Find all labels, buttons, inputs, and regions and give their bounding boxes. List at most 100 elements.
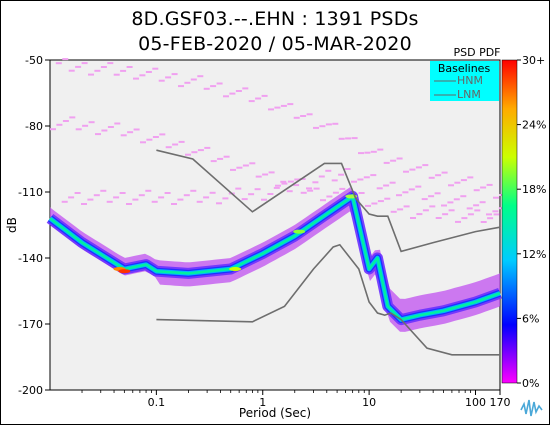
outlier-mark [273, 186, 280, 189]
outlier-mark [248, 100, 255, 103]
outlier-mark [223, 95, 229, 98]
outlier-mark [50, 128, 56, 131]
outlier-mark [275, 184, 281, 187]
outlier-mark [133, 128, 140, 131]
outlier-mark [93, 194, 100, 197]
outlier-mark [300, 115, 307, 117]
plot-background [49, 59, 501, 391]
outlier-mark [178, 140, 185, 143]
outlier-mark [383, 184, 390, 187]
outlier-mark [152, 67, 159, 70]
chart-subtitle: 05-FEB-2020 / 05-MAR-2020 [138, 33, 412, 55]
outlier-mark [235, 90, 242, 92]
outlier-mark [164, 192, 171, 194]
outlier-mark [69, 116, 76, 119]
outlier-mark [127, 131, 134, 134]
outlier-mark [319, 125, 326, 128]
colorbar-title: PSD PDF [453, 46, 500, 59]
outlier-mark [480, 186, 487, 189]
outlier-mark [68, 69, 75, 72]
outlier-mark [197, 149, 204, 152]
outlier-mark [216, 202, 222, 205]
outlier-mark [467, 213, 474, 216]
outlier-mark [293, 116, 300, 119]
density-peak [229, 267, 242, 271]
outlier-mark [217, 157, 224, 160]
y-tick-label: -80 [25, 120, 43, 133]
outlier-mark [370, 174, 377, 177]
colorbar-tick-label: 24% [522, 119, 546, 132]
outlier-mark [139, 74, 146, 77]
outlier-mark [62, 120, 69, 122]
outlier-mark [210, 160, 217, 163]
outlier-mark [75, 128, 82, 131]
outlier-mark [376, 187, 383, 190]
x-tick-label: 1 [259, 396, 266, 409]
outlier-mark [107, 62, 114, 65]
outlier-mark [351, 180, 357, 183]
outlier-mark [396, 157, 403, 160]
outlier-mark [268, 108, 274, 111]
outlier-mark [216, 82, 223, 85]
outlier-mark [203, 196, 210, 199]
noise-model-lines [156, 149, 501, 356]
series-lnm-line [156, 243, 500, 356]
outlier-mark [74, 192, 81, 194]
outlier-mark [242, 164, 249, 167]
outlier-mark [447, 201, 454, 204]
outlier-mark [82, 124, 89, 127]
outlier-mark [487, 217, 494, 220]
outlier-mark [415, 185, 422, 188]
outlier-mark [172, 143, 179, 146]
x-tick-label: 100 [465, 396, 486, 409]
chart-title: 8D.GSF03.--.EHN : 1391 PSDs [131, 8, 419, 30]
outlier-mark [274, 106, 281, 109]
outlier-mark [171, 73, 178, 76]
outlier-mark [209, 191, 216, 194]
density-peak [293, 229, 306, 234]
outlier-mark [255, 175, 262, 178]
outlier-mark [55, 62, 62, 65]
outlier-mark [267, 193, 274, 195]
outlier-mark [145, 71, 152, 73]
outlier-mark [441, 171, 448, 174]
legend-hnm-label: HNM [457, 74, 483, 87]
outlier-mark [435, 174, 442, 177]
outlier-mark [197, 75, 204, 78]
outlier-mark [268, 171, 275, 174]
outlier-mark [100, 189, 107, 192]
outlier-mark [236, 166, 243, 169]
outlier-mark [120, 69, 127, 72]
outlier-mark [293, 184, 300, 187]
outlier-mark [383, 161, 390, 164]
outlier-mark [280, 180, 287, 183]
outlier-mark [261, 94, 268, 97]
outlier-mark [178, 85, 184, 88]
outlier-mark [152, 136, 159, 138]
psd-density-layer [46, 58, 506, 332]
outlier-mark [261, 198, 267, 201]
outlier-mark [357, 178, 364, 181]
outlier-mark [140, 141, 146, 144]
y-tick-label: -50 [25, 54, 43, 67]
outlier-mark [145, 189, 152, 192]
y-tick-label: -170 [18, 318, 43, 331]
outlier-mark [479, 201, 486, 204]
outlier-mark [62, 58, 69, 61]
outlier-mark [158, 79, 165, 82]
outlier-mark [87, 198, 94, 201]
outlier-mark [474, 209, 481, 212]
outlier-mark [191, 151, 198, 154]
outlier-mark [94, 69, 101, 72]
outlier-mark [281, 182, 288, 185]
outlier-mark [203, 87, 210, 90]
outlier-mark [389, 181, 396, 184]
outlier-mark [486, 213, 492, 216]
outlier-mark [486, 183, 493, 186]
outlier-mark [371, 202, 378, 205]
outlier-mark [331, 179, 338, 182]
outlier-mark [262, 173, 269, 176]
outlier-mark [306, 113, 313, 116]
outlier-mark [183, 194, 190, 197]
outlier-mark [320, 199, 326, 202]
